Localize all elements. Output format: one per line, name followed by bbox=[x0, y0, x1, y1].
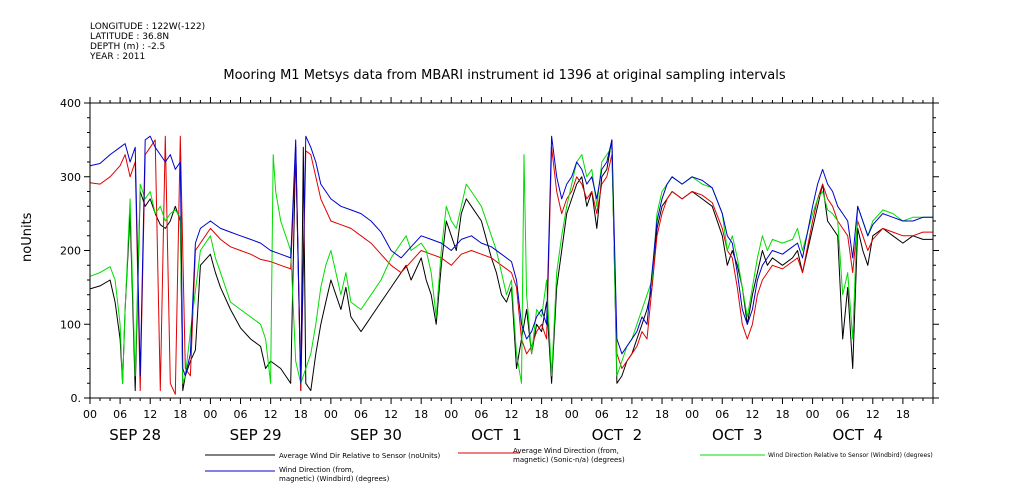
x-hour-label: 12 bbox=[625, 408, 639, 421]
x-hour-label: 12 bbox=[505, 408, 519, 421]
series-line-4 bbox=[89, 135, 933, 384]
x-hour-label: 00 bbox=[444, 408, 458, 421]
x-hour-label: 06 bbox=[113, 408, 127, 421]
legend-label-4-line2: magnetic) (Windbird) (degrees) bbox=[279, 475, 390, 483]
y-tick-label: 100 bbox=[60, 318, 81, 331]
x-hour-label: 18 bbox=[173, 408, 187, 421]
series-line-2 bbox=[89, 135, 933, 395]
y-tick-label: 300 bbox=[60, 171, 81, 184]
x-hour-label: 12 bbox=[264, 408, 278, 421]
x-hour-label: 00 bbox=[83, 408, 97, 421]
x-hour-label: 12 bbox=[384, 408, 398, 421]
x-hour-label: 06 bbox=[474, 408, 488, 421]
x-day-label: OCT 3 bbox=[712, 426, 763, 444]
series-line-1 bbox=[89, 139, 933, 392]
x-hour-label: 06 bbox=[234, 408, 248, 421]
legend-label-4: Wind Direction (from, bbox=[279, 466, 354, 474]
legend-label-3: Wind Direction Relative to Sensor (Windb… bbox=[768, 452, 933, 459]
legend-layer: Average Wind Dir Relative to Sensor (noU… bbox=[205, 447, 933, 483]
x-hour-label: 06 bbox=[836, 408, 850, 421]
y-tick-label: 400 bbox=[60, 97, 81, 110]
x-hour-label: 18 bbox=[414, 408, 428, 421]
x-hour-label: 18 bbox=[655, 408, 669, 421]
x-hour-label: 06 bbox=[354, 408, 368, 421]
axis-layer: 0. 100 200 300 400 00 06 12 18 00 06 12 18 00 06 12 18 00… bbox=[60, 97, 939, 444]
x-hour-label: 06 bbox=[715, 408, 729, 421]
legend-label-2-line2: magnetic) (Sonic-n/a) (degrees) bbox=[513, 456, 625, 464]
x-day-label: OCT 4 bbox=[832, 426, 883, 444]
legend-label-2: Average Wind Direction (from, bbox=[513, 447, 619, 455]
x-hour-label: 12 bbox=[143, 408, 157, 421]
x-hour-label: 18 bbox=[294, 408, 308, 421]
x-hour-label: 12 bbox=[745, 408, 759, 421]
series-line-3 bbox=[89, 146, 933, 384]
x-hour-label: 00 bbox=[203, 408, 217, 421]
x-day-label: OCT 2 bbox=[592, 426, 643, 444]
latitude-label: LATITUDE : 36.8N bbox=[90, 32, 170, 42]
x-hour-label: 00 bbox=[565, 408, 579, 421]
x-hour-label: 00 bbox=[324, 408, 338, 421]
depth-label: DEPTH (m) : -2.5 bbox=[90, 42, 166, 52]
x-hour-label: 18 bbox=[896, 408, 910, 421]
x-hour-label: 06 bbox=[595, 408, 609, 421]
year-label: YEAR : 2011 bbox=[90, 52, 146, 62]
x-hour-label: 18 bbox=[535, 408, 549, 421]
legend-label-1: Average Wind Dir Relative to Sensor (noU… bbox=[279, 452, 440, 460]
x-hour-label: 00 bbox=[685, 408, 699, 421]
x-day-label: OCT 1 bbox=[471, 426, 522, 444]
x-day-label: SEP 29 bbox=[230, 426, 282, 444]
x-day-label: SEP 28 bbox=[109, 426, 161, 444]
chart-title: Mooring M1 Metsys data from MBARI instru… bbox=[223, 68, 786, 83]
x-hour-label: 12 bbox=[866, 408, 880, 421]
x-hour-label: 00 bbox=[806, 408, 820, 421]
series-layer bbox=[89, 135, 933, 395]
x-day-label: SEP 30 bbox=[350, 426, 402, 444]
y-tick-label: 0. bbox=[71, 392, 82, 405]
y-tick-label: 200 bbox=[60, 245, 81, 258]
x-hour-label: 18 bbox=[775, 408, 789, 421]
longitude-label: LONGITUDE : 122W(-122) bbox=[90, 22, 206, 32]
